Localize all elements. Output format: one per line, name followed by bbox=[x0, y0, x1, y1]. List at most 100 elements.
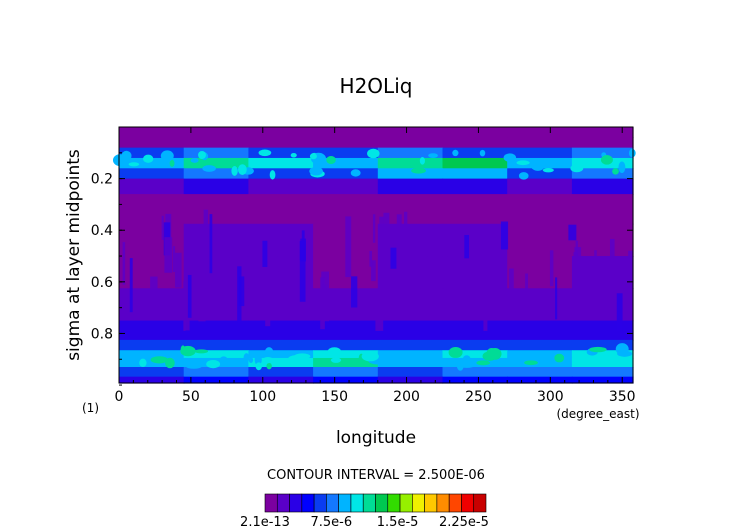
heatmap-cell bbox=[507, 339, 573, 351]
heatmap-cell bbox=[507, 288, 573, 322]
contour-blob bbox=[486, 347, 498, 360]
contour-blob bbox=[248, 357, 254, 363]
heatmap-cell bbox=[507, 223, 573, 257]
contour-fill bbox=[119, 127, 634, 384]
contour-streak bbox=[371, 260, 376, 282]
heatmap-cell bbox=[248, 178, 314, 195]
heatmap-cell bbox=[119, 147, 185, 159]
heatmap-cell bbox=[313, 178, 379, 195]
x-tick-label: 250 bbox=[465, 389, 492, 405]
heatmap-cell bbox=[571, 178, 634, 195]
heatmap-cell bbox=[442, 178, 508, 195]
heatmap-cell bbox=[442, 376, 508, 384]
heatmap-cell bbox=[507, 127, 573, 138]
colorbar-swatch bbox=[301, 493, 315, 513]
heatmap-cell bbox=[313, 137, 379, 149]
y-tick-label: 0.8 bbox=[91, 326, 113, 342]
contour-streak bbox=[383, 212, 390, 247]
contour-blob bbox=[327, 347, 341, 355]
heatmap-cell bbox=[377, 357, 444, 368]
heatmap-cell bbox=[377, 376, 444, 384]
contour-streak bbox=[184, 275, 190, 331]
heatmap-cell bbox=[507, 256, 573, 289]
x-tick-label: 50 bbox=[182, 389, 200, 405]
contour-blob bbox=[262, 357, 274, 364]
heatmap-cell bbox=[377, 178, 444, 195]
heatmap-cell bbox=[248, 376, 314, 384]
heatmap-cell bbox=[313, 350, 379, 359]
heatmap-cell bbox=[442, 320, 508, 341]
heatmap-cell bbox=[313, 376, 379, 384]
contour-blob bbox=[554, 353, 565, 363]
colorbar-swatch bbox=[313, 493, 327, 513]
contour-streak bbox=[277, 231, 282, 272]
contour-streak bbox=[187, 274, 192, 318]
heatmap-cell bbox=[507, 178, 573, 195]
heatmap-cell bbox=[442, 367, 508, 378]
contour-blob bbox=[206, 359, 221, 369]
contour-blob bbox=[255, 362, 262, 371]
contour-blob bbox=[330, 357, 342, 363]
contour-streak bbox=[164, 237, 173, 273]
contour-streak bbox=[420, 269, 423, 308]
contour-streak bbox=[375, 291, 384, 331]
contour-blob bbox=[269, 170, 276, 180]
heatmap-cell bbox=[571, 376, 634, 384]
contour-blob bbox=[150, 356, 168, 364]
heatmap-cell bbox=[248, 137, 314, 149]
heatmap-cell bbox=[507, 147, 573, 159]
contour-blob bbox=[574, 355, 590, 363]
contour-streak bbox=[605, 282, 609, 317]
heatmap-cell bbox=[377, 288, 444, 322]
heatmap-cell bbox=[571, 288, 634, 322]
heatmap-cell bbox=[183, 367, 249, 378]
heatmap-cell bbox=[377, 157, 444, 169]
colorbar-swatch bbox=[350, 493, 364, 513]
heatmap-cell bbox=[119, 350, 185, 359]
contour-blob bbox=[165, 357, 175, 369]
contour-streak bbox=[299, 240, 306, 302]
contour-streak bbox=[238, 258, 246, 290]
heatmap-cell bbox=[571, 367, 634, 378]
colorbar-swatch bbox=[289, 493, 303, 513]
contour-blob bbox=[617, 350, 633, 357]
contour-streak bbox=[351, 276, 358, 308]
heatmap-cell bbox=[248, 320, 314, 341]
contour-streak bbox=[345, 216, 352, 278]
contour-streaks bbox=[112, 148, 636, 371]
heatmap-cell bbox=[507, 376, 573, 384]
y-tick-label: 0.4 bbox=[91, 223, 113, 239]
contour-streak bbox=[594, 250, 597, 306]
contour-streak bbox=[555, 277, 558, 320]
x-tick-label: 100 bbox=[249, 389, 276, 405]
contour-blob bbox=[503, 153, 517, 162]
heatmap-cell bbox=[119, 320, 185, 341]
colorbar-swatch bbox=[387, 493, 401, 513]
contour-blob bbox=[194, 349, 209, 354]
heatmap-cell bbox=[571, 223, 634, 257]
contour-streak bbox=[390, 247, 397, 269]
heatmap-cell bbox=[507, 194, 573, 225]
heatmap-cell bbox=[313, 157, 379, 169]
heatmap-cell bbox=[313, 357, 379, 368]
colorbar-swatch bbox=[412, 493, 425, 513]
heatmap-cell bbox=[313, 127, 379, 138]
y-axis-note: (1) bbox=[82, 401, 99, 415]
y-axis-label: sigma at layer midpoints bbox=[64, 149, 84, 361]
heatmap-cell bbox=[442, 157, 508, 169]
colorbar-label: 1.5e-5 bbox=[377, 515, 419, 530]
contour-streak bbox=[203, 209, 209, 255]
contour-blob bbox=[419, 157, 425, 165]
contour-streak bbox=[122, 242, 126, 285]
heatmap-cell bbox=[119, 137, 185, 149]
contour-streak bbox=[175, 252, 182, 288]
x-axis-unit: (degree_east) bbox=[556, 407, 639, 421]
contour-blob bbox=[309, 153, 317, 160]
contour-streak bbox=[549, 250, 554, 287]
heatmap-cell bbox=[248, 367, 314, 378]
contour-blob bbox=[524, 360, 538, 366]
colorbar-label: 7.5e-6 bbox=[310, 515, 352, 530]
heatmap-cell bbox=[442, 137, 508, 149]
colorbar-swatch bbox=[473, 493, 487, 513]
